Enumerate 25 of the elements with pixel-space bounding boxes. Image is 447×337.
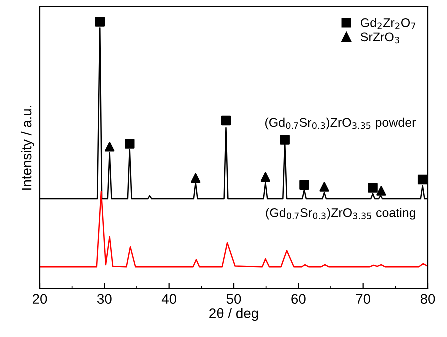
point (125, 139, 135, 149)
point (280, 135, 290, 145)
point (95, 17, 105, 27)
x-tick-label: 70 (356, 294, 371, 304)
point (300, 180, 310, 190)
point (104, 142, 115, 152)
y-axis-title: Intensity / a.u. (21, 106, 34, 190)
point (221, 116, 232, 126)
legend-label: SrZrO$_{3}$ (360, 32, 400, 44)
point (376, 186, 386, 196)
point (320, 182, 330, 192)
x-tick-label: 30 (97, 294, 112, 304)
x-tick-label: 40 (162, 294, 177, 304)
x-tick-label: 60 (292, 294, 306, 304)
point (418, 174, 428, 185)
x-tick-label: 50 (226, 294, 242, 304)
x-tick-label: 80 (420, 294, 436, 304)
annotation: (Gd$_{0.7}$Sr$_{0.3}$)ZrO$_{3.35}$ powder (266, 118, 416, 130)
x-tick-label: 20 (32, 294, 48, 304)
legend-label: Gd$_{2}$Zr$_{2}$O$_{7}$ (361, 18, 416, 30)
annotation: (Gd$_{0.7}$Sr$_{0.3}$)ZrO$_{3.35}$ coating (266, 208, 416, 220)
x-axis-title: 2θ / deg (210, 308, 258, 322)
point (368, 183, 378, 193)
point (260, 172, 271, 182)
point (190, 173, 201, 184)
